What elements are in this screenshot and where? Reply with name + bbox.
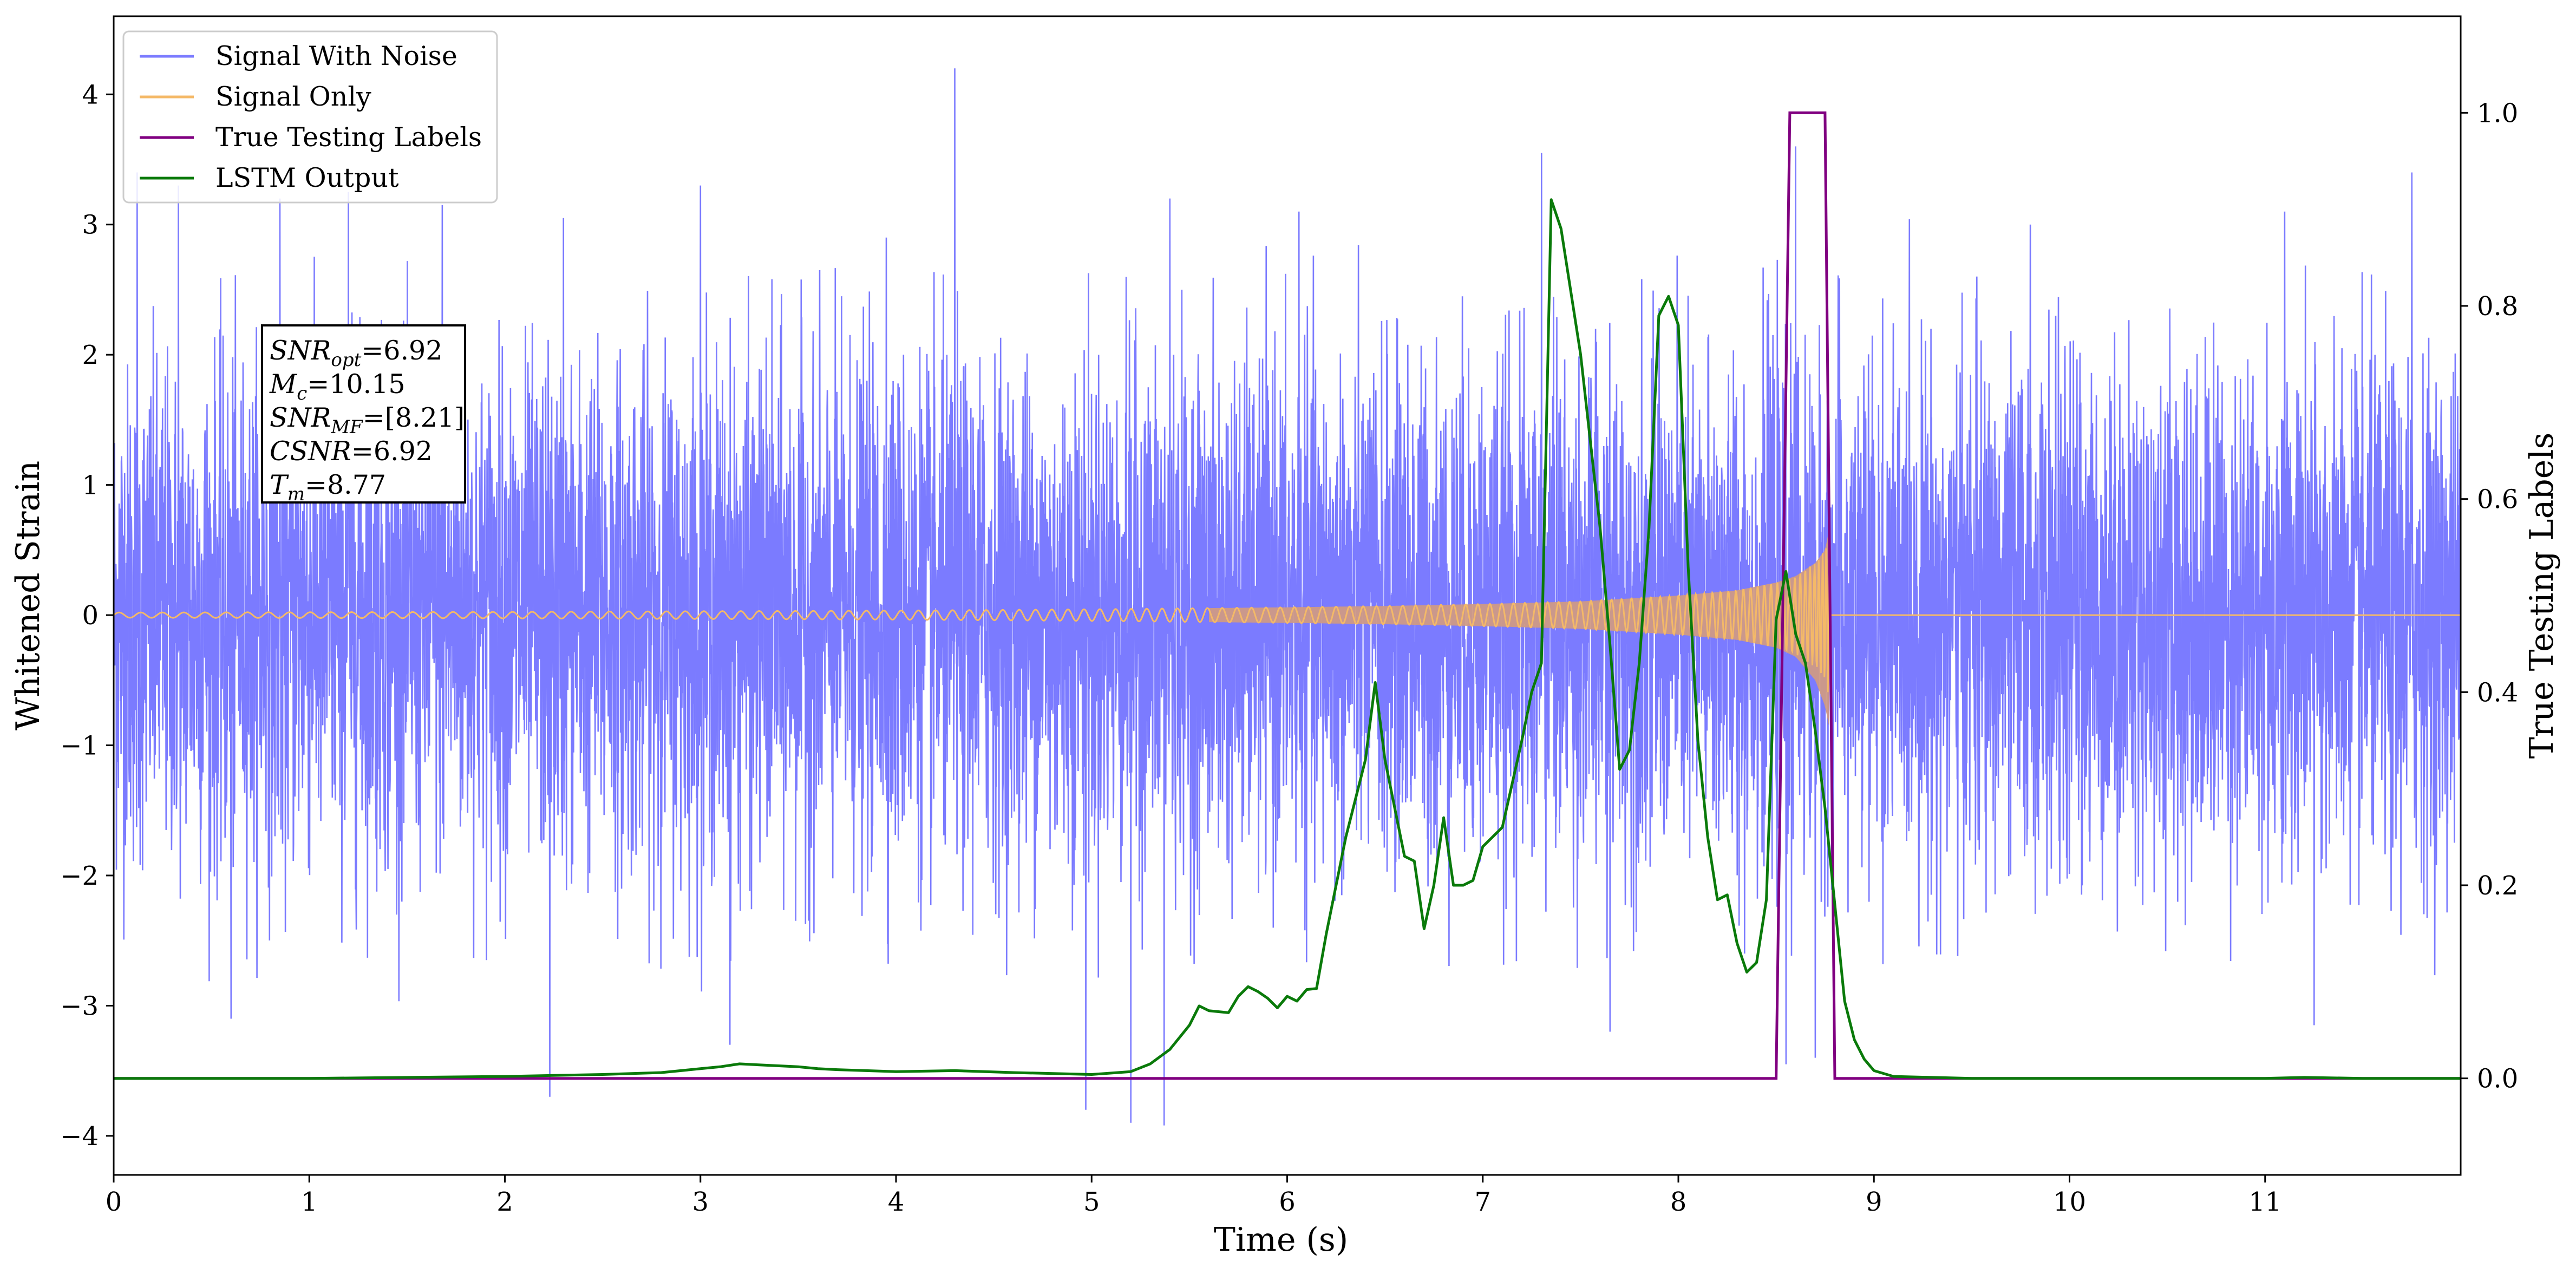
annotation-subscript: c [297,383,307,404]
annotation-frame [261,324,466,504]
annotation-value: =8.77 [305,469,386,500]
series-signal-only [114,530,2461,726]
x-axis: 0 1 2 3 4 5 6 7 8 9 10 11 [106,1175,2281,1217]
x-tick-label: 2 [496,1187,513,1217]
annotation-value: =[8.21] [363,402,465,433]
series-signal-with-noise [114,68,2461,1126]
annotation-line: SNRMF=[8.21] [270,402,465,438]
annotation-subscript: opt [331,349,361,371]
noise-line [114,68,2461,1126]
annotation-symbol: SNR [270,335,331,366]
x-tick-label: 10 [2053,1187,2086,1217]
y-right-tick-label: 0.6 [2477,485,2518,515]
y-right-tick-label: 0.0 [2477,1064,2518,1094]
y-right-tick-label: 0.4 [2477,677,2518,708]
y-axis-right-title: True Testing Labels [2523,433,2561,759]
legend-label: LSTM Output [215,162,399,193]
parameter-annotation-box: SNRopt=6.92Mc=10.15SNRMF=[8.21]CSNR=6.92… [261,324,466,505]
annotation-line: SNRopt=6.92 [270,335,442,371]
x-tick-label: 6 [1279,1187,1296,1217]
x-axis-title: Time (s) [1214,1221,1348,1259]
y-axis-left: −4 −3 −2 −1 0 1 2 3 4 [60,80,114,1152]
y-tick-label: −2 [60,861,99,891]
x-tick-label: 4 [888,1187,905,1217]
x-tick-label: 9 [1866,1187,1882,1217]
legend-label: Signal Only [215,81,371,112]
annotation-symbol: T [270,469,289,500]
y-tick-label: −1 [60,731,99,761]
y-tick-label: 1 [82,471,99,501]
annotation-value: =6.92 [351,436,433,467]
annotation-symbol: SNR [270,402,331,433]
legend-label: Signal With Noise [215,41,457,71]
y-tick-label: 3 [82,210,99,240]
x-tick-label: 7 [1474,1187,1491,1217]
legend: Signal With Noise Signal Only True Testing… [122,30,498,204]
annotation-subscript: MF [330,416,363,438]
annotation-subscript: m [287,484,305,505]
x-tick-label: 5 [1083,1187,1100,1217]
y-right-tick-label: 1.0 [2477,98,2518,128]
annotation-line: Tm=8.77 [270,469,386,505]
x-tick-label: 8 [1670,1187,1687,1217]
annotation-symbol: CSNR [270,436,351,467]
y-tick-label: −4 [60,1121,99,1152]
y-tick-label: −3 [60,991,99,1021]
annotation-value: =6.92 [361,335,442,366]
lstm-line [114,198,2461,1080]
x-tick-label: 11 [2248,1187,2281,1217]
annotation-line: Mc=10.15 [269,369,406,404]
y-tick-label: 4 [82,80,99,110]
series-lstm-output [114,198,2461,1080]
legend-frame [122,30,498,204]
x-tick-label: 1 [301,1187,318,1217]
y-tick-label: 2 [82,340,99,370]
annotation-value: =10.15 [307,369,405,400]
y-tick-label: 0 [82,600,99,631]
legend-label: True Testing Labels [215,122,482,153]
y-axis-title: Whitened Strain [9,461,47,730]
annotation-symbol: M [269,369,298,400]
annotation-line: CSNR=6.92 [270,436,433,467]
signal-line [114,548,2461,692]
y-right-tick-label: 0.8 [2477,291,2518,322]
y-right-tick-label: 0.2 [2477,871,2518,901]
x-tick-label: 3 [692,1187,709,1217]
signal-envelope [1209,530,1829,726]
x-tick-label: 0 [106,1187,122,1217]
y-axis-right: 0.0 0.2 0.4 0.6 0.8 1.0 [2461,98,2518,1094]
